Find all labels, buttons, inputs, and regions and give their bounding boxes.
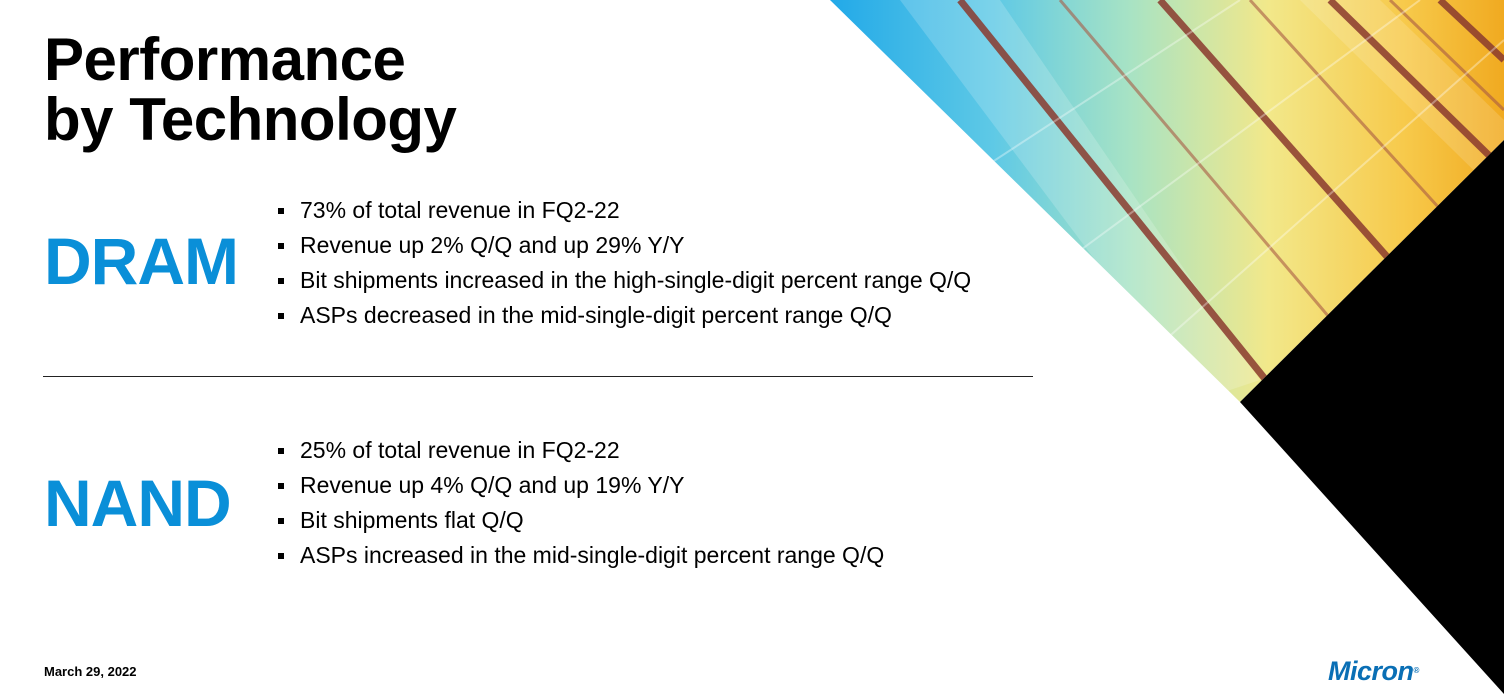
- bullet-square-icon: [278, 483, 284, 489]
- registered-mark: ®: [1413, 666, 1420, 675]
- section-divider: [43, 376, 1033, 377]
- bullet-text: Revenue up 4% Q/Q and up 19% Y/Y: [300, 472, 685, 498]
- nand-heading: NAND: [44, 466, 232, 540]
- bullet-text: ASPs increased in the mid-single-digit p…: [300, 542, 885, 568]
- list-item: 73% of total revenue in FQ2-22: [276, 193, 971, 228]
- bullet-text: 73% of total revenue in FQ2-22: [300, 197, 620, 223]
- list-item: Bit shipments increased in the high-sing…: [276, 263, 971, 298]
- bullet-square-icon: [278, 553, 284, 559]
- bullet-text: Bit shipments flat Q/Q: [300, 507, 524, 533]
- title-line-2: by Technology: [44, 86, 457, 153]
- bullet-square-icon: [278, 518, 284, 524]
- bullet-text: Bit shipments increased in the high-sing…: [300, 267, 972, 293]
- bullet-text: ASPs decreased in the mid-single-digit p…: [300, 302, 892, 328]
- dram-bullet-list: 73% of total revenue in FQ2-22 Revenue u…: [276, 193, 971, 333]
- dram-heading: DRAM: [44, 224, 239, 298]
- bullet-text: 25% of total revenue in FQ2-22: [300, 437, 620, 463]
- logo-text: Micron: [1328, 656, 1414, 686]
- list-item: ASPs increased in the mid-single-digit p…: [276, 538, 884, 573]
- list-item: 25% of total revenue in FQ2-22: [276, 433, 884, 468]
- nand-bullet-list: 25% of total revenue in FQ2-22 Revenue u…: [276, 433, 884, 573]
- bullet-square-icon: [278, 313, 284, 319]
- list-item: Revenue up 4% Q/Q and up 19% Y/Y: [276, 468, 884, 503]
- list-item: ASPs decreased in the mid-single-digit p…: [276, 298, 971, 333]
- black-corner-shape: [1240, 140, 1504, 694]
- bullet-square-icon: [278, 208, 284, 214]
- bullet-square-icon: [278, 243, 284, 249]
- bullet-text: Revenue up 2% Q/Q and up 29% Y/Y: [300, 232, 685, 258]
- list-item: Revenue up 2% Q/Q and up 29% Y/Y: [276, 228, 971, 263]
- footer-date: March 29, 2022: [44, 664, 137, 679]
- title-line-1: Performance: [44, 26, 406, 93]
- page-title: Performance by Technology: [44, 26, 457, 153]
- micron-logo: Micron®: [1328, 654, 1419, 688]
- bullet-square-icon: [278, 278, 284, 284]
- list-item: Bit shipments flat Q/Q: [276, 503, 884, 538]
- bullet-square-icon: [278, 448, 284, 454]
